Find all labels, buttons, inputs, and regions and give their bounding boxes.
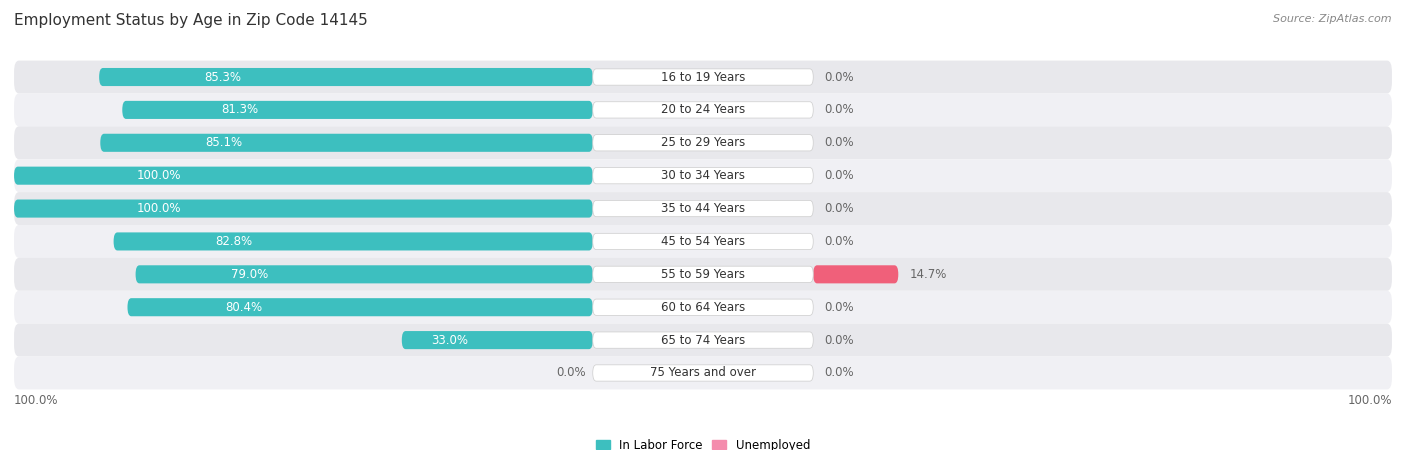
FancyBboxPatch shape [14, 258, 1392, 291]
FancyBboxPatch shape [14, 192, 1392, 225]
FancyBboxPatch shape [14, 166, 593, 184]
FancyBboxPatch shape [122, 101, 593, 119]
Text: 0.0%: 0.0% [824, 333, 853, 346]
FancyBboxPatch shape [402, 331, 593, 349]
Text: 65 to 74 Years: 65 to 74 Years [661, 333, 745, 346]
Text: 100.0%: 100.0% [1347, 394, 1392, 407]
FancyBboxPatch shape [813, 266, 898, 284]
Text: Source: ZipAtlas.com: Source: ZipAtlas.com [1274, 14, 1392, 23]
Text: 30 to 34 Years: 30 to 34 Years [661, 169, 745, 182]
Text: 0.0%: 0.0% [557, 366, 586, 379]
Text: 0.0%: 0.0% [824, 202, 853, 215]
Text: 100.0%: 100.0% [14, 394, 59, 407]
Text: 100.0%: 100.0% [136, 202, 181, 215]
FancyBboxPatch shape [14, 94, 1392, 126]
Text: 16 to 19 Years: 16 to 19 Years [661, 71, 745, 84]
FancyBboxPatch shape [593, 266, 813, 283]
FancyBboxPatch shape [14, 126, 1392, 159]
Text: 81.3%: 81.3% [221, 104, 259, 117]
Text: 75 Years and over: 75 Years and over [650, 366, 756, 379]
FancyBboxPatch shape [100, 68, 593, 86]
FancyBboxPatch shape [593, 365, 813, 381]
FancyBboxPatch shape [14, 159, 1392, 192]
Text: 25 to 29 Years: 25 to 29 Years [661, 136, 745, 149]
Text: 85.3%: 85.3% [204, 71, 240, 84]
FancyBboxPatch shape [14, 291, 1392, 324]
Text: 55 to 59 Years: 55 to 59 Years [661, 268, 745, 281]
FancyBboxPatch shape [14, 356, 1392, 389]
FancyBboxPatch shape [593, 200, 813, 217]
Text: 100.0%: 100.0% [136, 169, 181, 182]
Text: 14.7%: 14.7% [910, 268, 946, 281]
Text: 45 to 54 Years: 45 to 54 Years [661, 235, 745, 248]
Text: 85.1%: 85.1% [205, 136, 242, 149]
FancyBboxPatch shape [593, 233, 813, 250]
FancyBboxPatch shape [593, 69, 813, 85]
FancyBboxPatch shape [128, 298, 593, 316]
Text: 0.0%: 0.0% [824, 136, 853, 149]
Text: 0.0%: 0.0% [824, 104, 853, 117]
FancyBboxPatch shape [593, 332, 813, 348]
FancyBboxPatch shape [593, 135, 813, 151]
Text: 82.8%: 82.8% [215, 235, 252, 248]
Text: 0.0%: 0.0% [824, 301, 853, 314]
Text: 0.0%: 0.0% [824, 169, 853, 182]
Text: 80.4%: 80.4% [225, 301, 263, 314]
FancyBboxPatch shape [14, 61, 1392, 94]
Text: 33.0%: 33.0% [432, 333, 468, 346]
Text: 60 to 64 Years: 60 to 64 Years [661, 301, 745, 314]
Text: 20 to 24 Years: 20 to 24 Years [661, 104, 745, 117]
FancyBboxPatch shape [14, 199, 593, 218]
Text: 35 to 44 Years: 35 to 44 Years [661, 202, 745, 215]
Text: Employment Status by Age in Zip Code 14145: Employment Status by Age in Zip Code 141… [14, 14, 368, 28]
FancyBboxPatch shape [114, 232, 593, 251]
FancyBboxPatch shape [14, 324, 1392, 356]
Text: 0.0%: 0.0% [824, 71, 853, 84]
Legend: In Labor Force, Unemployed: In Labor Force, Unemployed [596, 439, 810, 450]
FancyBboxPatch shape [135, 266, 593, 284]
FancyBboxPatch shape [593, 167, 813, 184]
FancyBboxPatch shape [593, 102, 813, 118]
Text: 79.0%: 79.0% [231, 268, 269, 281]
Text: 0.0%: 0.0% [824, 366, 853, 379]
FancyBboxPatch shape [593, 299, 813, 315]
FancyBboxPatch shape [100, 134, 593, 152]
FancyBboxPatch shape [14, 225, 1392, 258]
Text: 0.0%: 0.0% [824, 235, 853, 248]
